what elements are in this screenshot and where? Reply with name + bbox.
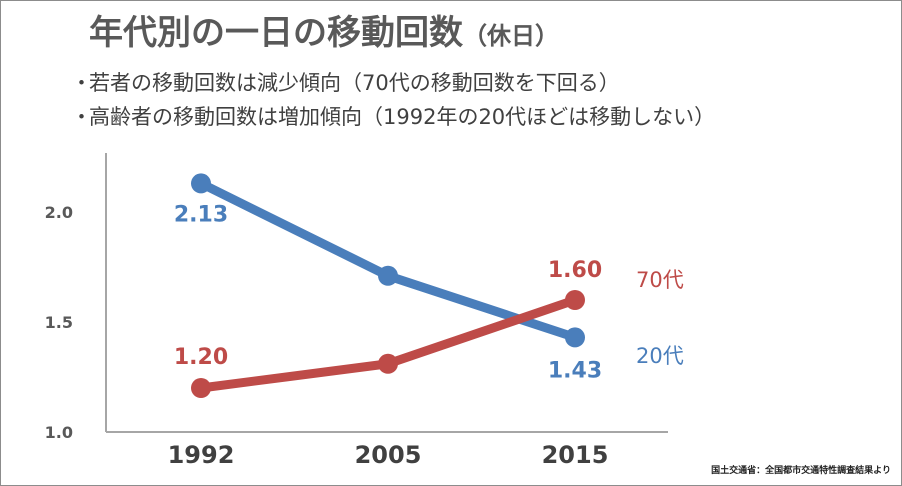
x-tick-label: 2005 <box>355 441 422 469</box>
bullet-text: 高齢者の移動回数は増加傾向（1992年の20代ほどは移動しない） <box>89 105 716 129</box>
data-point <box>565 290 585 310</box>
data-label: 1.20 <box>174 345 228 370</box>
series-legend-label: 20代 <box>636 344 684 368</box>
data-label: 2.13 <box>174 202 228 227</box>
series-line-70代 <box>196 295 580 393</box>
bullet-text: 若者の移動回数は減少傾向（70代の移動回数を下回る） <box>89 71 620 95</box>
data-point <box>378 353 398 374</box>
data-point <box>378 265 398 286</box>
y-tick-label: 1.5 <box>45 313 73 332</box>
title-paren: （休日） <box>463 22 559 50</box>
data-label: 1.60 <box>548 258 602 283</box>
bullet-youth-trend: ・若者の移動回数は減少傾向（70代の移動回数を下回る） <box>71 69 620 97</box>
data-point <box>191 378 211 398</box>
series-line-20代 <box>196 178 580 342</box>
data-point <box>565 327 585 348</box>
series-legend-label: 70代 <box>636 268 684 292</box>
y-tick-label: 1.0 <box>45 423 73 442</box>
title-main: 年代別の一日の移動回数 <box>89 13 463 53</box>
data-point <box>191 173 211 194</box>
bullet-marker: ・ <box>71 71 92 95</box>
x-tick-label: 1992 <box>168 441 235 469</box>
bullet-marker: ・ <box>71 105 92 129</box>
x-tick-label: 2015 <box>542 441 609 469</box>
bullet-elderly-trend: ・高齢者の移動回数は増加傾向（1992年の20代ほどは移動しない） <box>71 103 715 131</box>
slide-title: 年代別の一日の移動回数（休日） <box>89 11 559 58</box>
y-tick-label: 2.0 <box>45 203 73 222</box>
data-label: 1.43 <box>548 358 602 383</box>
source-note: 国土交通省：全国都市交通特性調査結果より <box>711 466 891 476</box>
